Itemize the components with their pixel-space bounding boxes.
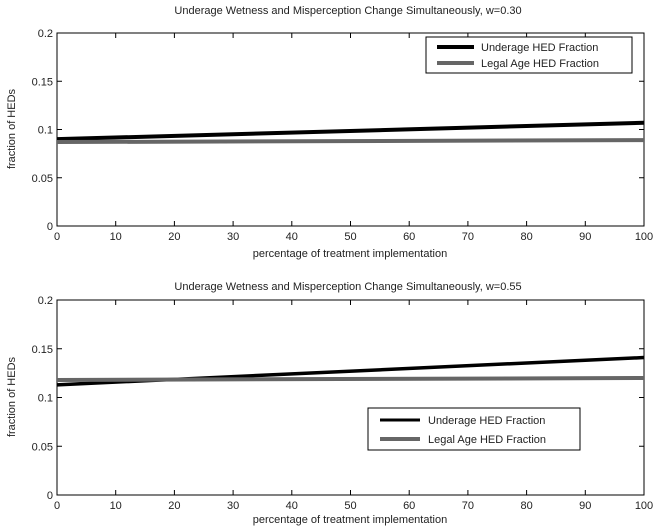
legend-label-underage: Underage HED Fraction bbox=[428, 415, 545, 427]
y-axis: 0 0.05 0.1 0.15 0.2 bbox=[32, 295, 644, 502]
series-layer bbox=[56, 120, 645, 145]
legend: Underage HED Fraction Legal Age HED Frac… bbox=[367, 407, 581, 451]
x-tick-label: 100 bbox=[635, 500, 653, 512]
y-tick-label: 0.15 bbox=[32, 344, 53, 356]
x-tick-label: 90 bbox=[579, 500, 591, 512]
y-tick-label: 0 bbox=[47, 490, 53, 502]
series-line-legal-age bbox=[56, 138, 645, 145]
y-tick-label: 0 bbox=[47, 221, 53, 233]
x-tick-label: 80 bbox=[520, 231, 532, 243]
x-tick-label: 50 bbox=[344, 500, 356, 512]
chart-top: Underage Wetness and Misperception Chang… bbox=[6, 5, 653, 260]
chart-title: Underage Wetness and Misperception Chang… bbox=[174, 281, 521, 293]
legend-label-legal-age: Legal Age HED Fraction bbox=[481, 58, 599, 70]
y-tick-label: 0.1 bbox=[38, 125, 53, 137]
y-tick-label: 0.05 bbox=[32, 173, 53, 185]
legend-box bbox=[425, 36, 633, 74]
y-axis: 0 0.05 0.1 0.15 0.2 bbox=[32, 28, 644, 233]
x-axis: 0 10 20 30 40 50 60 70 80 90 100 bbox=[54, 300, 653, 512]
x-tick-label: 30 bbox=[227, 500, 239, 512]
x-tick-label: 10 bbox=[110, 231, 122, 243]
plot-area bbox=[56, 299, 645, 496]
series-line-legal-age bbox=[56, 376, 645, 382]
series-layer bbox=[56, 355, 645, 387]
x-tick-label: 70 bbox=[462, 231, 474, 243]
legend: Underage HED Fraction Legal Age HED Frac… bbox=[425, 36, 633, 74]
x-tick-label: 0 bbox=[54, 231, 60, 243]
x-tick-label: 40 bbox=[286, 231, 298, 243]
y-tick-label: 0.05 bbox=[32, 441, 53, 453]
legend-box bbox=[367, 407, 581, 451]
x-tick-label: 60 bbox=[403, 231, 415, 243]
y-tick-label: 0.2 bbox=[38, 295, 53, 307]
y-tick-label: 0.1 bbox=[38, 393, 53, 405]
x-axis: 0 10 20 30 40 50 60 70 80 90 100 bbox=[54, 33, 653, 243]
x-tick-label: 10 bbox=[110, 500, 122, 512]
chart-title: Underage Wetness and Misperception Chang… bbox=[174, 5, 521, 17]
series-line-underage bbox=[56, 120, 645, 142]
x-tick-label: 0 bbox=[54, 500, 60, 512]
x-tick-label: 40 bbox=[286, 500, 298, 512]
chart-bottom: Underage Wetness and Misperception Chang… bbox=[6, 281, 653, 526]
x-tick-label: 60 bbox=[403, 500, 415, 512]
x-axis-label: percentage of treatment implementation bbox=[253, 248, 447, 260]
x-tick-label: 100 bbox=[635, 231, 653, 243]
x-tick-label: 90 bbox=[579, 231, 591, 243]
legend-label-underage: Underage HED Fraction bbox=[481, 42, 598, 54]
x-tick-label: 20 bbox=[168, 500, 180, 512]
x-tick-label: 30 bbox=[227, 231, 239, 243]
y-tick-label: 0.15 bbox=[32, 76, 53, 88]
y-tick-label: 0.2 bbox=[38, 28, 53, 40]
x-tick-label: 50 bbox=[344, 231, 356, 243]
legend-label-legal-age: Legal Age HED Fraction bbox=[428, 434, 546, 446]
x-tick-label: 80 bbox=[520, 500, 532, 512]
y-axis-label: fraction of HEDs bbox=[6, 356, 18, 437]
x-tick-label: 20 bbox=[168, 231, 180, 243]
y-axis-label: fraction of HEDs bbox=[6, 88, 18, 169]
x-tick-label: 70 bbox=[462, 500, 474, 512]
x-axis-label: percentage of treatment implementation bbox=[253, 514, 447, 526]
